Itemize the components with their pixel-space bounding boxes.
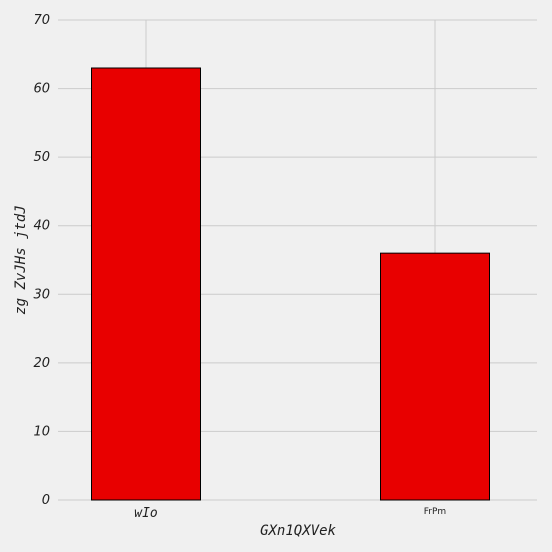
x-tick-label: FrPm bbox=[424, 507, 446, 517]
x-axis-label: GXn1QXVek bbox=[260, 523, 336, 539]
y-tick-label: 50 bbox=[33, 150, 50, 165]
bar-frpm bbox=[380, 252, 490, 501]
y-tick-label: 20 bbox=[33, 356, 50, 371]
y-tick-label: 30 bbox=[33, 287, 50, 302]
x-tick-labels: wIo FrPm bbox=[134, 506, 446, 521]
bar-wio bbox=[91, 67, 201, 501]
y-tick-label: 70 bbox=[33, 13, 50, 28]
y-tick-label: 0 bbox=[42, 493, 50, 508]
y-axis-label: zg ZvJHs jtdJ bbox=[13, 205, 29, 315]
y-tick-label: 40 bbox=[33, 219, 50, 234]
y-tick-label: 10 bbox=[33, 424, 50, 439]
y-tick-label: 60 bbox=[33, 82, 50, 97]
bars bbox=[91, 67, 490, 501]
x-tick-label: wIo bbox=[134, 506, 158, 521]
y-tick-labels: 0 10 20 30 40 50 60 70 bbox=[33, 13, 50, 508]
